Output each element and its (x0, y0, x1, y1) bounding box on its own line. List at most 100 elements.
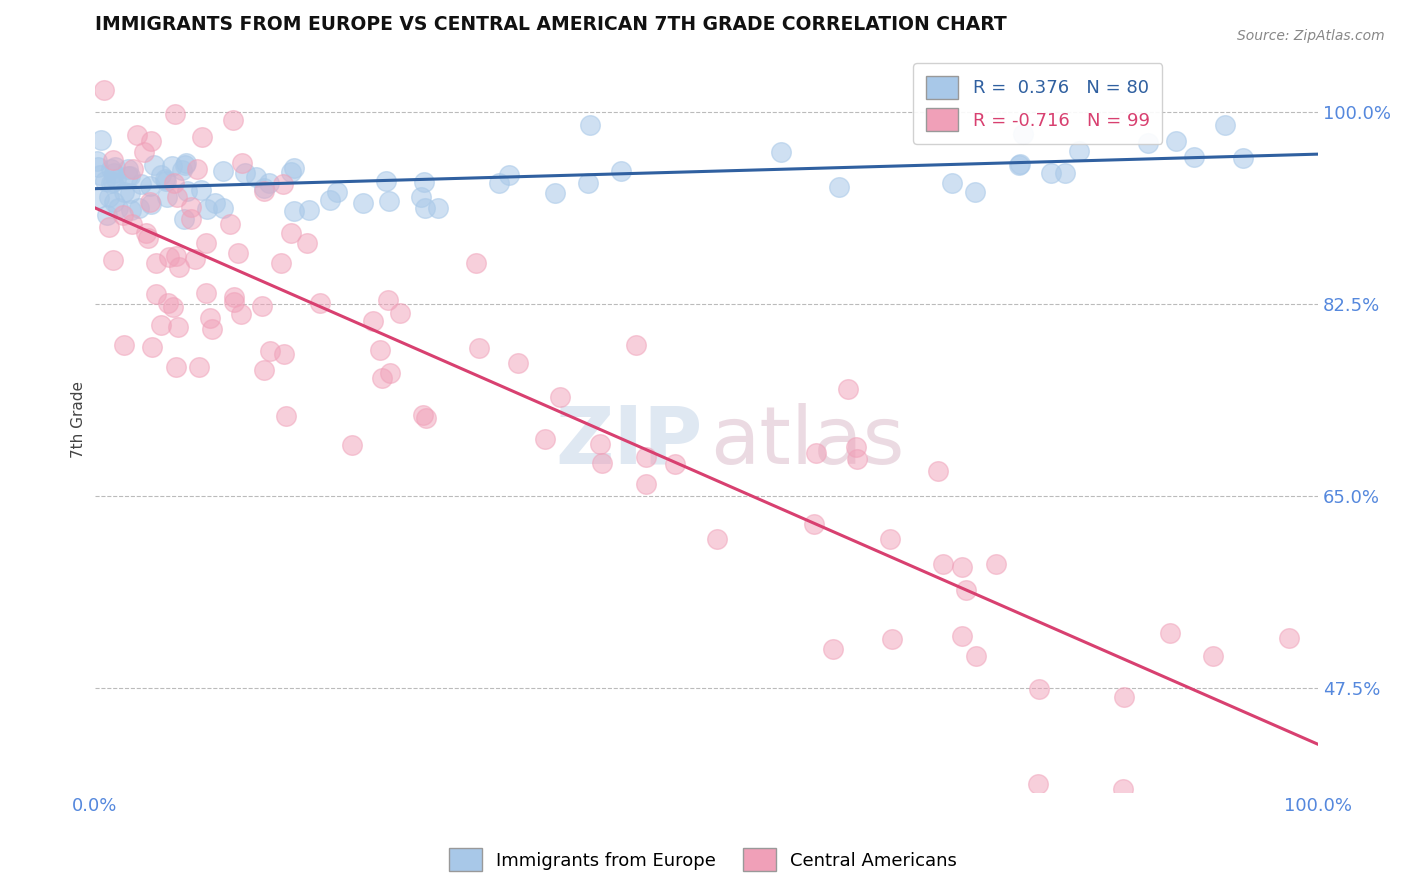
Point (283, 203, 305, 218)
Point (145, 287, 167, 301)
Point (624, 338, 647, 352)
Point (1053, 166, 1076, 180)
Point (103, 195, 125, 210)
Point (1012, 127, 1035, 141)
Point (86, 153, 108, 168)
Point (270, 255, 292, 269)
Point (136, 230, 159, 244)
Point (105, 172, 128, 186)
Point (415, 410, 437, 425)
Point (121, 161, 143, 176)
Point (374, 174, 396, 188)
Point (162, 300, 184, 314)
Point (377, 293, 399, 307)
Point (803, 516, 825, 531)
Point (180, 200, 202, 214)
Point (1213, 118, 1236, 132)
Point (156, 296, 179, 310)
Point (222, 295, 245, 310)
Point (280, 164, 302, 178)
Point (846, 451, 869, 466)
Point (879, 532, 901, 546)
Point (1010, 157, 1032, 171)
Point (309, 296, 332, 310)
Point (173, 212, 195, 227)
Point (259, 176, 281, 190)
Point (409, 190, 432, 204)
Point (298, 202, 321, 217)
Point (139, 178, 162, 193)
Point (219, 217, 242, 231)
Text: IMMIGRANTS FROM EUROPE VS CENTRAL AMERICAN 7TH GRADE CORRELATION CHART: IMMIGRANTS FROM EUROPE VS CENTRAL AMERIC… (94, 15, 1007, 34)
Point (128, 201, 150, 215)
Point (96, 208, 118, 222)
Point (932, 557, 955, 571)
Point (823, 641, 845, 656)
Point (231, 156, 253, 170)
Point (295, 235, 318, 250)
Point (98, 190, 121, 204)
Point (226, 246, 249, 260)
Point (634, 477, 657, 491)
Point (413, 202, 436, 216)
Point (576, 176, 599, 190)
Point (941, 176, 963, 190)
Point (87, 160, 110, 174)
Point (353, 196, 375, 211)
Point (186, 162, 208, 177)
Point (837, 382, 859, 396)
Point (965, 648, 987, 663)
Point (100, 161, 122, 176)
Point (259, 343, 281, 358)
Point (89, 191, 111, 205)
Point (120, 203, 142, 218)
Point (326, 186, 349, 200)
Point (412, 408, 434, 422)
Point (1008, 157, 1031, 171)
Point (378, 194, 401, 208)
Point (252, 299, 274, 313)
Point (498, 168, 520, 182)
Point (845, 441, 868, 455)
Legend: R =  0.376   N = 80, R = -0.716   N = 99: R = 0.376 N = 80, R = -0.716 N = 99 (912, 63, 1163, 144)
Point (828, 180, 851, 194)
Point (770, 145, 793, 159)
Point (155, 174, 177, 188)
Point (160, 159, 183, 173)
Point (412, 175, 434, 189)
Point (578, 118, 600, 132)
Point (253, 184, 276, 198)
Point (245, 170, 267, 185)
Point (1164, 134, 1187, 148)
Y-axis label: 7th Grade: 7th Grade (72, 381, 86, 458)
Point (1182, 150, 1205, 164)
Point (927, 465, 949, 479)
Point (166, 190, 188, 204)
Point (145, 256, 167, 270)
Point (361, 314, 384, 328)
Point (1028, 682, 1050, 697)
Point (534, 433, 557, 447)
Point (103, 166, 125, 180)
Text: Source: ZipAtlas.com: Source: ZipAtlas.com (1237, 29, 1385, 43)
Point (548, 390, 571, 404)
Point (1159, 626, 1181, 640)
Point (371, 371, 394, 385)
Point (610, 164, 633, 178)
Point (224, 289, 246, 303)
Point (276, 409, 298, 423)
Point (93, 83, 115, 97)
Point (664, 458, 686, 472)
Point (141, 340, 163, 354)
Point (165, 249, 187, 263)
Point (139, 134, 162, 148)
Point (368, 343, 391, 357)
Point (169, 260, 191, 274)
Point (222, 112, 245, 127)
Point (190, 183, 212, 197)
Legend: Immigrants from Europe, Central Americans: Immigrants from Europe, Central American… (441, 841, 965, 879)
Point (706, 532, 728, 546)
Point (100, 177, 122, 191)
Point (101, 175, 124, 189)
Point (468, 342, 491, 356)
